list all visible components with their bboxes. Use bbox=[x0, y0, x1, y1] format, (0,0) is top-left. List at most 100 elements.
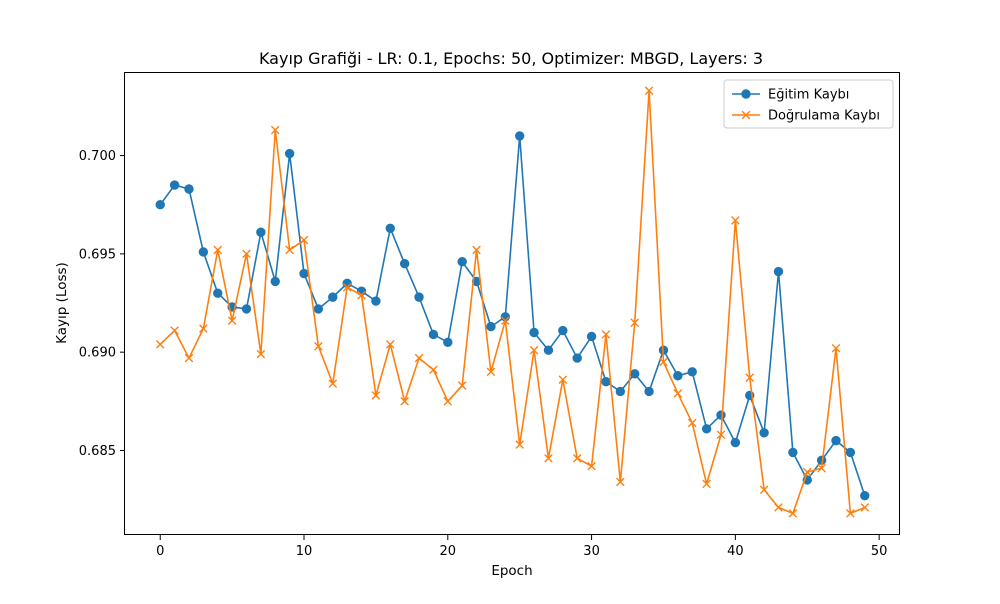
data-point-series-0 bbox=[558, 325, 568, 336]
x-marker bbox=[371, 391, 381, 400]
data-point-series-0 bbox=[371, 296, 381, 306]
data-point-series-1 bbox=[299, 235, 309, 245]
data-point-series-1 bbox=[270, 125, 280, 135]
data-point-series-0 bbox=[428, 329, 439, 340]
data-point-series-0 bbox=[572, 353, 582, 363]
x-marker bbox=[802, 467, 812, 477]
data-point-series-0 bbox=[730, 437, 741, 448]
x-tick-label: 30 bbox=[583, 544, 600, 559]
data-point-series-0 bbox=[284, 148, 295, 159]
data-point-series-1 bbox=[846, 509, 855, 518]
x-marker bbox=[357, 290, 366, 300]
data-point-series-1 bbox=[860, 503, 870, 512]
x-marker bbox=[673, 389, 683, 398]
data-point-series-1 bbox=[342, 282, 352, 292]
data-point-series-0 bbox=[773, 266, 784, 277]
x-marker bbox=[155, 340, 165, 349]
x-marker bbox=[846, 509, 855, 518]
data-point-series-0 bbox=[155, 200, 165, 210]
data-point-series-0 bbox=[198, 247, 209, 257]
x-marker bbox=[529, 345, 539, 355]
x-marker bbox=[472, 245, 481, 255]
x-marker bbox=[328, 379, 338, 388]
x-marker bbox=[831, 343, 841, 353]
x-marker bbox=[630, 318, 640, 327]
data-point-series-1 bbox=[472, 245, 481, 255]
data-point-series-1 bbox=[357, 290, 366, 300]
series-line-1 bbox=[159, 89, 866, 515]
x-marker bbox=[486, 367, 496, 377]
data-point-series-1 bbox=[544, 454, 553, 463]
data-point-series-0 bbox=[586, 331, 597, 342]
data-point-series-0 bbox=[615, 386, 626, 397]
x-tick-label: 0 bbox=[156, 544, 164, 559]
y-tick-label: 0.685 bbox=[79, 444, 116, 459]
data-point-series-0 bbox=[385, 223, 395, 234]
data-point-series-1 bbox=[572, 454, 582, 463]
data-point-series-0 bbox=[270, 276, 280, 287]
x-marker bbox=[443, 397, 453, 406]
data-point-series-0 bbox=[630, 369, 640, 379]
legend-marker bbox=[741, 110, 751, 120]
data-point-series-0 bbox=[860, 490, 870, 501]
data-point-series-1 bbox=[529, 345, 539, 355]
x-marker bbox=[788, 509, 798, 518]
data-point-series-1 bbox=[213, 245, 223, 255]
legend-label: Eğitim Kaybı bbox=[768, 88, 849, 103]
data-point-series-0 bbox=[701, 424, 712, 434]
data-point-series-1 bbox=[759, 485, 769, 495]
data-point-series-0 bbox=[716, 410, 726, 420]
legend: Eğitim Kaybı Doğrulama Kaybı bbox=[723, 79, 894, 129]
chart-title: Kayıp Grafiği - LR: 0.1, Epochs: 50, Opt… bbox=[259, 49, 763, 68]
y-tick-label: 0.700 bbox=[79, 149, 116, 164]
x-marker bbox=[716, 430, 726, 440]
y-axis: 0.685 0.690 0.695 0.700 bbox=[79, 149, 125, 459]
x-marker bbox=[659, 357, 668, 367]
x-marker bbox=[817, 463, 826, 473]
data-point-series-0 bbox=[687, 367, 697, 377]
data-point-series-1 bbox=[673, 389, 683, 398]
x-marker bbox=[731, 216, 740, 225]
data-point-series-1 bbox=[687, 418, 697, 428]
data-point-series-1 bbox=[429, 365, 438, 375]
data-point-series-0 bbox=[213, 288, 223, 298]
data-point-series-0 bbox=[457, 257, 467, 267]
x-marker bbox=[544, 454, 553, 463]
legend-marker bbox=[741, 89, 751, 99]
data-point-series-1 bbox=[659, 357, 668, 367]
y-tick-label: 0.690 bbox=[79, 346, 116, 361]
data-point-series-1 bbox=[731, 216, 740, 225]
x-marker bbox=[285, 245, 294, 255]
data-point-series-0 bbox=[399, 258, 410, 269]
data-point-series-1 bbox=[774, 503, 783, 512]
x-marker bbox=[616, 477, 625, 487]
data-point-series-0 bbox=[831, 435, 841, 446]
data-point-series-0 bbox=[788, 447, 798, 458]
data-point-series-1 bbox=[702, 479, 711, 489]
x-marker bbox=[572, 454, 582, 463]
series-layer bbox=[155, 86, 870, 518]
x-axis: 0 10 20 30 40 50 bbox=[156, 535, 887, 559]
x-marker bbox=[501, 316, 510, 326]
x-marker bbox=[242, 249, 251, 259]
data-point-series-0 bbox=[169, 180, 180, 190]
x-marker bbox=[702, 479, 711, 489]
x-marker bbox=[256, 349, 266, 359]
x-marker bbox=[644, 86, 654, 95]
legend-box bbox=[723, 79, 894, 129]
data-point-series-0 bbox=[845, 447, 856, 458]
x-marker bbox=[745, 373, 755, 383]
data-point-series-1 bbox=[716, 430, 726, 440]
legend-entry-1: Doğrulama Kaybı bbox=[732, 109, 880, 124]
data-point-series-0 bbox=[342, 278, 352, 289]
legend-label: Doğrulama Kaybı bbox=[768, 109, 880, 124]
data-point-series-1 bbox=[515, 440, 524, 449]
x-marker bbox=[429, 365, 438, 375]
data-point-series-0 bbox=[328, 292, 338, 302]
data-point-series-0 bbox=[443, 337, 453, 348]
x-marker bbox=[457, 381, 467, 390]
data-point-series-0 bbox=[184, 184, 194, 194]
x-marker bbox=[385, 340, 395, 349]
